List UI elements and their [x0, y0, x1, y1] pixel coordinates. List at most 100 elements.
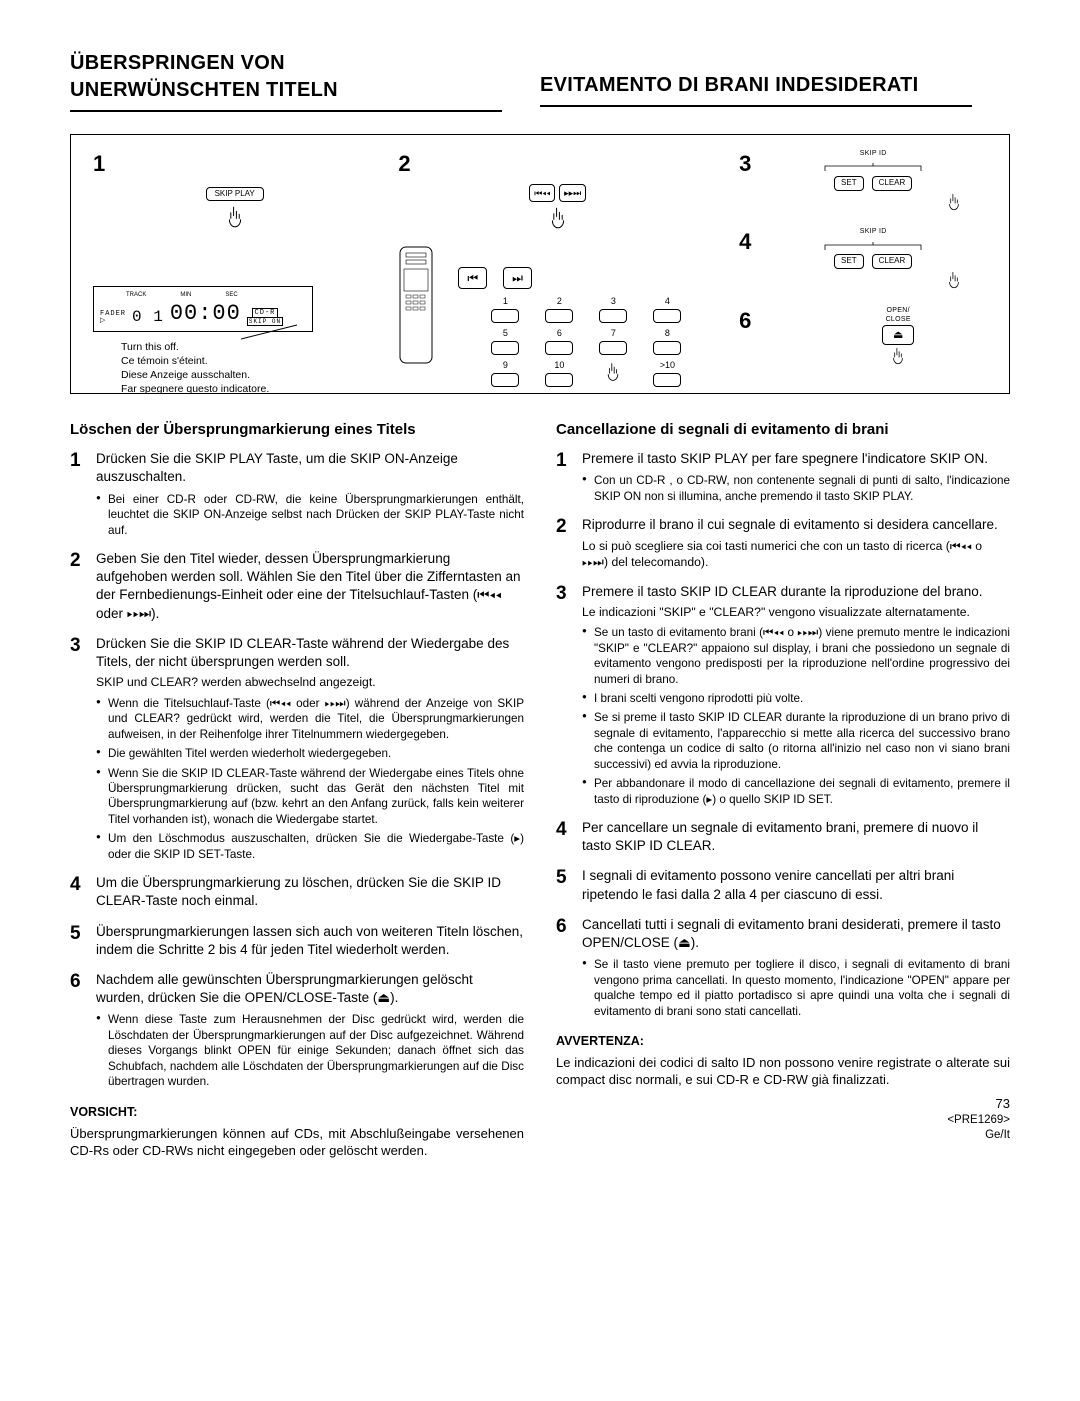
- seg-time: 00:00: [170, 299, 241, 329]
- clear-button: CLEAR: [872, 176, 913, 191]
- remote-prev-button: ⏮: [458, 267, 487, 289]
- header-right: EVITAMENTO DI BRANI INDESIDERATI: [540, 50, 1010, 112]
- skip-play-button: SKIP PLAY: [206, 187, 264, 202]
- step-sub: Le indicazioni "SKIP" e "CLEAR?" vengono…: [582, 604, 1010, 620]
- subtitle-de: Löschen der Übersprungmarkierung eines T…: [70, 420, 524, 440]
- warning-text-de: Übersprungmarkierungen können auf CDs, m…: [70, 1125, 524, 1160]
- remote-next-button: ⏭: [503, 267, 532, 289]
- diagram: 1 SKIP PLAY TRACK MIN SEC FADER▷ 0 1 00:…: [70, 134, 1010, 394]
- number-pad: 1 2 3 4 5 6 7 8 9 10 >10: [490, 295, 682, 394]
- pointer-hand-icon: [544, 204, 572, 232]
- warning-label-de: VORSICHT:: [70, 1104, 524, 1121]
- bullet-item: Um den Löschmodus auszuschalten, drücken…: [96, 831, 524, 862]
- column-de: Löschen der Übersprungmarkierung eines T…: [70, 420, 524, 1160]
- step-item: Um die Übersprungmarkierung zu löschen, …: [70, 874, 524, 910]
- pointer-hand-icon: [943, 191, 965, 213]
- subtitle-it: Cancellazione di segnali di evitamento d…: [556, 420, 1010, 440]
- step-lead: Drücken Sie die SKIP PLAY Taste, um die …: [96, 450, 524, 486]
- bullet-item: Die gewählten Titel werden wiederholt wi…: [96, 746, 524, 761]
- step-number-1: 1: [93, 149, 376, 179]
- doc-langs: Ge/It: [556, 1128, 1010, 1144]
- step-lead: I segnali di evitamento possono venire c…: [582, 867, 1010, 903]
- pointer-hand-icon: [601, 359, 625, 385]
- doc-code: <PRE1269>: [556, 1113, 1010, 1129]
- label-track: TRACK: [126, 291, 146, 299]
- diagram-col-3: 3 SKIP ID SET CLEAR 4 SKIP ID SET CLEAR: [739, 149, 987, 379]
- step-lead: Cancellati tutti i segnali di evitamento…: [582, 916, 1010, 952]
- step-lead: Nachdem alle gewünschten Übersprung­mark…: [96, 971, 524, 1007]
- open-close-label: OPEN/ CLOSE: [759, 306, 987, 325]
- column-it: Cancellazione di segnali di evitamento d…: [556, 420, 1010, 1160]
- step-bullets: Bei einer CD-R oder CD-RW, die keine Übe…: [96, 492, 524, 538]
- label-min: MIN: [180, 291, 191, 299]
- step-bullets: Con un CD-R , o CD-RW, non contenente se…: [582, 473, 1010, 504]
- step-item: Premere il tasto SKIP PLAY per fare speg…: [556, 450, 1010, 504]
- page-footer: 73 <PRE1269> Ge/It: [556, 1095, 1010, 1144]
- step-number-3: 3: [739, 149, 751, 179]
- step-bullets: Se il tasto viene premuto per togliere i…: [582, 957, 1010, 1019]
- pointer-hand-icon: [887, 345, 909, 367]
- page-number: 73: [556, 1095, 1010, 1113]
- step-item: Drücken Sie die SKIP ID CLEAR-Taste währ…: [70, 635, 524, 862]
- step-lead: Premere il tasto SKIP ID CLEAR durante l…: [582, 583, 1010, 601]
- step-lead: Premere il tasto SKIP PLAY per fare speg…: [582, 450, 1010, 468]
- bullet-item: Bei einer CD-R oder CD-RW, die keine Übe…: [96, 492, 524, 538]
- bullet-item: Wenn diese Taste zum Herausnehmen der Di…: [96, 1012, 524, 1089]
- step-sub: SKIP und CLEAR? werden abwechselnd angez…: [96, 674, 524, 690]
- step-lead: Geben Sie den Titel wieder, dessen Übers…: [96, 550, 524, 623]
- bracket-icon: [823, 163, 923, 171]
- step-number-6: 6: [739, 306, 751, 336]
- step-item: Nachdem alle gewünschten Übersprung­mark…: [70, 971, 524, 1090]
- title-de: ÜBERSPRINGEN VON UNERWÜNSCHTEN TITELN: [70, 50, 502, 112]
- label-sec: SEC: [225, 291, 237, 299]
- seg-track: 0 1: [132, 307, 164, 329]
- step-bullets: Se un tasto di evitamento brani (⏮◂◂ o ▸…: [582, 625, 1010, 807]
- bracket-icon: [823, 242, 923, 250]
- step-lead: Übersprungmarkierungen lassen sich auch …: [96, 923, 524, 959]
- prev-track-button: ⏮◂◂: [529, 184, 555, 202]
- set-button: SET: [834, 176, 864, 191]
- pointer-hand-icon: [221, 203, 249, 231]
- warning-text-it: Le indicazioni dei codici di salto ID no…: [556, 1054, 1010, 1089]
- bullet-item: Wenn die Titelsuchlauf-Taste (⏮◂◂ oder ▸…: [96, 696, 524, 742]
- label-fader: FADER▷: [100, 311, 126, 329]
- step-item: Geben Sie den Titel wieder, dessen Übers…: [70, 550, 524, 623]
- pointer-hand-icon: [943, 269, 965, 291]
- steps-de: Drücken Sie die SKIP PLAY Taste, um die …: [70, 450, 524, 1089]
- steps-it: Premere il tasto SKIP PLAY per fare speg…: [556, 450, 1010, 1019]
- step-number-4: 4: [739, 227, 751, 257]
- title-it: EVITAMENTO DI BRANI INDESIDERATI: [540, 50, 972, 107]
- diagram-col-1: 1 SKIP PLAY TRACK MIN SEC FADER▷ 0 1 00:…: [93, 149, 376, 379]
- step-bullets: Wenn diese Taste zum Herausnehmen der Di…: [96, 1012, 524, 1089]
- bullet-item: Per abbandonare il modo di cancellazione…: [582, 776, 1010, 807]
- step-lead: Um die Übersprungmarkierung zu löschen, …: [96, 874, 524, 910]
- step-item: Per cancellare un segnale di evitamento …: [556, 819, 1010, 855]
- text-columns: Löschen der Übersprungmarkierung eines T…: [70, 420, 1010, 1160]
- step-lead: Per cancellare un segnale di evitamento …: [582, 819, 1010, 855]
- bullet-item: Con un CD-R , o CD-RW, non contenente se…: [582, 473, 1010, 504]
- remote-icon: [398, 245, 434, 365]
- eject-button: ⏏: [882, 325, 914, 346]
- step-item: Übersprungmarkierungen lassen sich auch …: [70, 923, 524, 959]
- step-item: Riprodurre il brano il cui segnale di ev…: [556, 516, 1010, 570]
- step-item: Cancellati tutti i segnali di evitamento…: [556, 916, 1010, 1019]
- next-track-button: ▸▸⏭: [559, 184, 586, 202]
- header-left: ÜBERSPRINGEN VON UNERWÜNSCHTEN TITELN: [70, 50, 540, 112]
- bullet-item: Wenn Sie die SKIP ID CLEAR-Taste während…: [96, 766, 524, 828]
- bullet-item: I brani scelti vengono riprodotti più vo…: [582, 691, 1010, 706]
- step-bullets: Wenn die Titelsuchlauf-Taste (⏮◂◂ oder ▸…: [96, 696, 524, 862]
- step-lead: Riprodurre il brano il cui segnale di ev…: [582, 516, 1010, 534]
- page-headers: ÜBERSPRINGEN VON UNERWÜNSCHTEN TITELN EV…: [70, 50, 1010, 112]
- bullet-item: Se si preme il tasto SKIP ID CLEAR duran…: [582, 710, 1010, 772]
- turn-off-caption: Turn this off. Ce témoin s'éteint. Diese…: [93, 340, 376, 397]
- diagram-col-2: 2 ⏮◂◂ ▸▸⏭ ⏮ ⏭ 1 2 3: [398, 149, 717, 379]
- bullet-item: Se il tasto viene premuto per togliere i…: [582, 957, 1010, 1019]
- step-lead: Drücken Sie die SKIP ID CLEAR-Taste währ…: [96, 635, 524, 671]
- step-item: I segnali di evitamento possono venire c…: [556, 867, 1010, 903]
- warning-label-it: AVVERTENZA:: [556, 1033, 1010, 1050]
- skip-id-label: SKIP ID: [759, 149, 987, 158]
- step-sub: Lo si può scegliere sia coi tasti numeri…: [582, 538, 1010, 571]
- step-item: Drücken Sie die SKIP PLAY Taste, um die …: [70, 450, 524, 538]
- bullet-item: Se un tasto di evitamento brani (⏮◂◂ o ▸…: [582, 625, 1010, 687]
- step-number-2: 2: [398, 149, 717, 179]
